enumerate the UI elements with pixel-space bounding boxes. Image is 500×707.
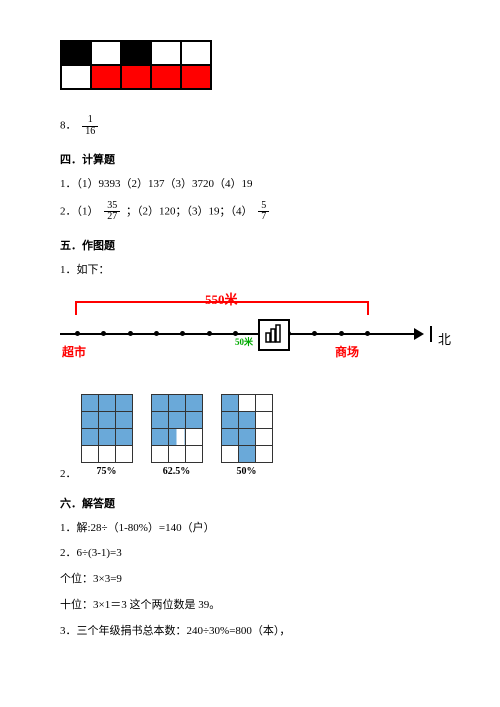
axis-tick (154, 331, 159, 336)
sec5-heading: 五．作图题 (60, 237, 455, 253)
pct-cell (115, 428, 132, 445)
label-mall: 商场 (335, 343, 359, 360)
pct-cell (115, 411, 132, 428)
sec4-line2: 2．（1） 35 27 ；（2）120；（3）19；（4） 5 7 (60, 201, 455, 223)
q8-prefix: 8． (60, 120, 77, 132)
pct-cell (151, 428, 168, 445)
cell (181, 65, 211, 89)
dist-label: 550米 (205, 289, 238, 308)
sec6-l4: 十位：3×1＝3 这个两位数是 39。 (60, 596, 455, 616)
pct-cell (255, 428, 272, 445)
pct-cell (255, 411, 272, 428)
pct-cell (255, 394, 272, 411)
pct-grids: 75% 62.5% 50% (81, 394, 273, 477)
pct-cell (81, 394, 98, 411)
cell (61, 65, 91, 89)
pct-cell (168, 445, 185, 462)
frac-5-7: 5 7 (258, 201, 269, 223)
arrow-right-icon (414, 328, 424, 340)
label-supermarket: 超市 (62, 343, 86, 360)
pct-label: 50% (221, 466, 273, 477)
cell (181, 41, 211, 65)
pct-cell (221, 411, 238, 428)
axis-tick (128, 331, 133, 336)
pct-cell (221, 445, 238, 462)
axis-tick (312, 331, 317, 336)
pct-cell (98, 445, 115, 462)
cell (121, 65, 151, 89)
pct-cell (168, 428, 185, 445)
sec6-l1: 1．解:28÷（1-80%）=140（户） (60, 519, 455, 539)
cell (151, 41, 181, 65)
pct-cell (238, 411, 255, 428)
cell (61, 41, 91, 65)
pct-cell (98, 394, 115, 411)
pct-cell (151, 411, 168, 428)
pct-cell (98, 428, 115, 445)
pct-cell (238, 445, 255, 462)
distance-diagram: 550米 50米 超市 商场 北 (60, 291, 450, 371)
pct-cell (81, 411, 98, 428)
color-grid (60, 40, 212, 90)
axis-tick (101, 331, 106, 336)
pct-cell (185, 411, 202, 428)
pct-cell (98, 411, 115, 428)
pct-cell (238, 394, 255, 411)
pct-cell (168, 411, 185, 428)
building-icon (258, 319, 290, 351)
sec6-l3: 个位：3×3=9 (60, 570, 455, 590)
axis-tick (75, 331, 80, 336)
q2-prefix: 2． (60, 465, 77, 481)
sec4-line1: 1．（1）9393（2）137（3）3720（4）19 (60, 175, 455, 195)
north-bar (430, 326, 432, 342)
cell (91, 65, 121, 89)
pct-grid: 50% (221, 394, 273, 477)
north-label: 北 (438, 329, 451, 348)
pct-cell (238, 428, 255, 445)
q8: 8． 1 16 (60, 115, 455, 137)
frac-35-27: 35 27 (104, 201, 120, 223)
axis-tick (365, 331, 370, 336)
pct-cell (115, 394, 132, 411)
pct-cell (151, 394, 168, 411)
pct-cell (221, 394, 238, 411)
cell (151, 65, 181, 89)
pct-cell (185, 394, 202, 411)
pct-cell (168, 394, 185, 411)
sec6-l2: 2．6÷(3-1)=3 (60, 544, 455, 564)
pct-cell (151, 445, 168, 462)
pct-cell (221, 428, 238, 445)
sec5-line1: 1．如下： (60, 261, 455, 281)
pct-cell (255, 445, 272, 462)
axis-tick (207, 331, 212, 336)
pct-label: 75% (81, 466, 133, 477)
pct-cell (185, 428, 202, 445)
sec6-l5: 3．三个年级捐书总本数：240÷30%=800（本）， (60, 622, 455, 642)
pct-grid: 62.5% (151, 394, 203, 477)
pct-grid: 75% (81, 394, 133, 477)
cell (121, 41, 151, 65)
pct-cell (185, 445, 202, 462)
pct-cell (81, 445, 98, 462)
q8-fraction: 1 16 (82, 115, 98, 137)
mid-label: 50米 (235, 335, 253, 348)
pct-label: 62.5% (151, 466, 203, 477)
axis-tick (180, 331, 185, 336)
pct-cell (81, 428, 98, 445)
pct-cell (115, 445, 132, 462)
sec4-heading: 四．计算题 (60, 151, 455, 167)
cell (91, 41, 121, 65)
axis-tick (339, 331, 344, 336)
sec6-heading: 六．解答题 (60, 495, 455, 511)
